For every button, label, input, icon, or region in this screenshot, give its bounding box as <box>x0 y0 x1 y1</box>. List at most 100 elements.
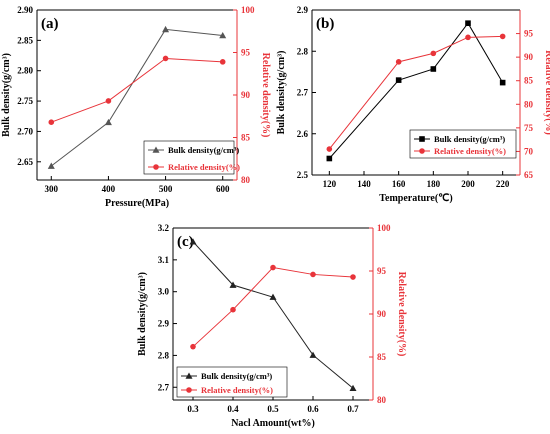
data-point <box>105 98 112 104</box>
y-tick-label: 2.5 <box>297 170 309 180</box>
data-point <box>326 146 333 152</box>
data-point <box>219 32 227 39</box>
data-point <box>465 34 471 41</box>
x-tick-label: 0.5 <box>267 404 279 414</box>
x-tick-label: 0.3 <box>187 404 199 414</box>
y-right-tick-label: 65 <box>524 170 534 180</box>
legend-swatch-marker <box>153 164 159 170</box>
data-point <box>269 293 277 300</box>
legend: Bulk density(g/cm³) Relative density(%) <box>143 140 240 175</box>
x-tick-label: 200 <box>461 179 475 189</box>
x-tick-label: 600 <box>216 184 230 194</box>
y-tick-label: 2.9 <box>158 319 170 329</box>
data-point <box>48 119 55 125</box>
y-tick-label: 2.65 <box>17 157 33 167</box>
series-line <box>50 28 223 167</box>
x-tick-label: 140 <box>357 179 371 189</box>
y-right-axis-label: Relative density(%) <box>543 50 550 135</box>
data-point <box>104 118 112 126</box>
data-point <box>47 162 55 169</box>
y-tick-label: 3.0 <box>158 287 170 297</box>
chart-panel-b: 120 140 160 180 200 220 2.5 2.6 2.7 2.8 2.9 65 70 75 8… <box>276 5 550 204</box>
x-tick-label: 0.7 <box>347 404 359 414</box>
chart-panel-a: 300 400 500 600 2.65 2.70 2.75 2.80 2.85 2.90 80 85… <box>1 5 271 209</box>
data-point <box>230 306 236 313</box>
data-point <box>326 155 333 162</box>
y-right-tick-label: 90 <box>377 309 387 319</box>
panel-label: (a) <box>41 16 59 32</box>
data-point <box>350 274 356 280</box>
panel-label: (c) <box>177 234 194 250</box>
y-tick-label: 2.70 <box>17 126 33 136</box>
series-line <box>192 241 354 389</box>
y-axis-label: Bulk density(g/cm³) <box>1 53 12 137</box>
y-right-tick-label: 85 <box>377 352 387 362</box>
legend-box <box>409 129 517 159</box>
x-tick-label: 400 <box>102 184 116 194</box>
x-tick-label: 160 <box>392 179 406 189</box>
y-right-tick-label: 80 <box>241 175 251 185</box>
x-tick-label: 120 <box>323 179 337 189</box>
legend-box <box>143 140 235 175</box>
legend: Bulk density(g/cm³) Relative density(%) <box>176 366 288 398</box>
y-tick-label: 2.8 <box>297 46 309 56</box>
data-point <box>499 33 506 40</box>
data-point <box>219 59 226 65</box>
legend-swatch-marker <box>185 372 193 379</box>
data-point <box>499 79 506 86</box>
y-tick-label: 2.90 <box>17 5 33 15</box>
data-point <box>465 20 471 26</box>
data-point <box>189 238 197 245</box>
y-right-tick-label: 95 <box>241 48 251 58</box>
y-right-tick-label: 75 <box>524 123 534 133</box>
series-line <box>192 267 354 348</box>
y-right-tick-label: 80 <box>377 395 387 405</box>
y-tick-label: 3.1 <box>158 255 170 265</box>
x-tick-label: 0.6 <box>307 404 319 414</box>
y-tick-label: 2.80 <box>17 66 33 76</box>
data-point <box>430 50 437 57</box>
y-tick-label: 2.6 <box>297 129 309 139</box>
y-tick-label: 2.7 <box>297 88 309 98</box>
data-point <box>270 264 276 271</box>
y-tick-label: 2.75 <box>17 96 33 106</box>
data-point <box>310 271 316 278</box>
legend-swatch-marker <box>419 136 425 142</box>
y-right-axis-label: Relative density(%) <box>396 272 407 357</box>
y-right-tick-label: 95 <box>524 29 534 39</box>
x-tick-label: 500 <box>159 184 173 194</box>
y-right-tick-label: 100 <box>241 5 255 15</box>
y-tick-label: 2.9 <box>297 5 309 15</box>
y-right-tick-label: 85 <box>241 133 251 143</box>
data-point <box>395 77 402 83</box>
data-point <box>395 59 402 65</box>
x-axis-label: Temperature(℃) <box>379 193 452 204</box>
y-right-tick-label: 95 <box>377 266 387 276</box>
legend: Bulk density(g/cm³) Relative density(%) <box>409 129 517 159</box>
y-right-tick-label: 80 <box>524 99 534 109</box>
y-right-tick-label: 85 <box>524 76 534 86</box>
legend-entry-label: Bulk density(g/cm³) <box>168 145 239 155</box>
data-point <box>229 281 237 288</box>
data-point <box>430 66 437 72</box>
data-point <box>309 351 317 358</box>
panel-label: (b) <box>316 16 334 32</box>
y-right-tick-label: 100 <box>377 223 391 233</box>
y-tick-label: 2.7 <box>158 382 170 392</box>
y-axis-label: Bulk density(g/cm³) <box>276 51 287 135</box>
legend-box <box>176 366 288 398</box>
data-point <box>162 55 169 62</box>
x-axis-label: Nacl Amount(wt%) <box>231 418 315 429</box>
y-right-tick-label: 70 <box>524 146 534 156</box>
x-tick-label: 0.4 <box>227 404 239 414</box>
y-right-tick-label: 90 <box>524 52 534 62</box>
x-tick-label: 220 <box>496 179 510 189</box>
y-right-tick-label: 90 <box>241 90 251 100</box>
data-point <box>190 343 196 350</box>
chart-panel-c: 0.3 0.4 0.5 0.6 0.7 2.7 2.8 2.9 3.0 3.1 3.2 80 85 90 9… <box>137 223 407 429</box>
x-tick-label: 300 <box>45 184 59 194</box>
x-tick-label: 180 <box>427 179 441 189</box>
legend-entry-label: Relative density(%) <box>201 385 273 395</box>
y-tick-label: 2.8 <box>158 350 170 360</box>
